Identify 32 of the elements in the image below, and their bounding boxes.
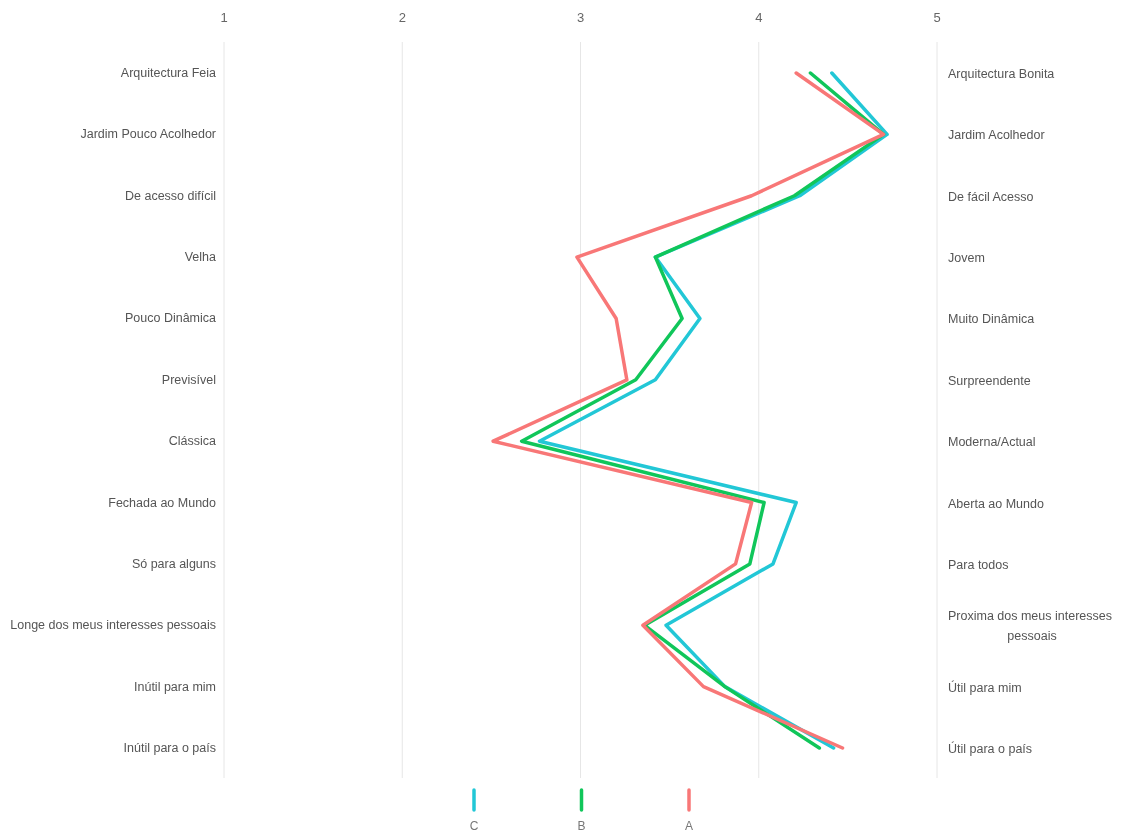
- y2-tick-label: Útil para mim: [948, 679, 1022, 695]
- y2-tick-label: Útil para o país: [948, 741, 1033, 756]
- y-tick-label: Só para alguns: [131, 556, 216, 571]
- y-tick-label: Inútil para o país: [123, 741, 216, 755]
- y-tick-label: Longe dos meus interesses pessoais: [10, 618, 216, 633]
- y-tick-label: Previsível: [161, 372, 216, 387]
- y2-tick-label: Proxima dos meus interesses pessoais: [948, 609, 1112, 644]
- y2-tick-label: De fácil Acesso: [948, 189, 1034, 204]
- y2-tick-label: Surpreendente: [948, 373, 1031, 388]
- y-tick-label: Clássica: [168, 434, 217, 449]
- x-tick-label: 4: [755, 10, 763, 25]
- legend-label: C: [469, 819, 479, 833]
- y2-tick-label: Para todos: [948, 557, 1009, 572]
- y-tick-label: De acesso difícil: [124, 188, 216, 203]
- x-tick-label: 3: [576, 10, 585, 25]
- y2-tick-label: Jovem: [948, 251, 985, 266]
- y2-tick-label: Muito Dinâmica: [948, 312, 1035, 327]
- y-tick-label: Arquitectura Feia: [120, 66, 217, 80]
- x-tick-label: 5: [933, 10, 941, 25]
- y2-tick-label: Arquitectura Bonita: [948, 67, 1055, 81]
- x-tick-label: 2: [398, 10, 406, 25]
- y-tick-label: Velha: [184, 250, 217, 265]
- legend-label: B: [577, 819, 586, 833]
- y2-tick-label: Jardim Acolhedor: [948, 128, 1045, 143]
- legend-label: A: [684, 819, 694, 833]
- y-tick-label: Inútil para mim: [134, 679, 216, 694]
- y-tick-label: Jardim Pouco Acolhedor: [80, 127, 216, 142]
- y-tick-label: Fechada ao Mundo: [108, 495, 217, 510]
- x-tick-label: 1: [220, 10, 228, 25]
- y2-tick-label: Aberta ao Mundo: [948, 496, 1044, 511]
- y-tick-label: Pouco Dinâmica: [124, 311, 217, 326]
- y2-tick-label: Moderna/Actual: [948, 435, 1036, 450]
